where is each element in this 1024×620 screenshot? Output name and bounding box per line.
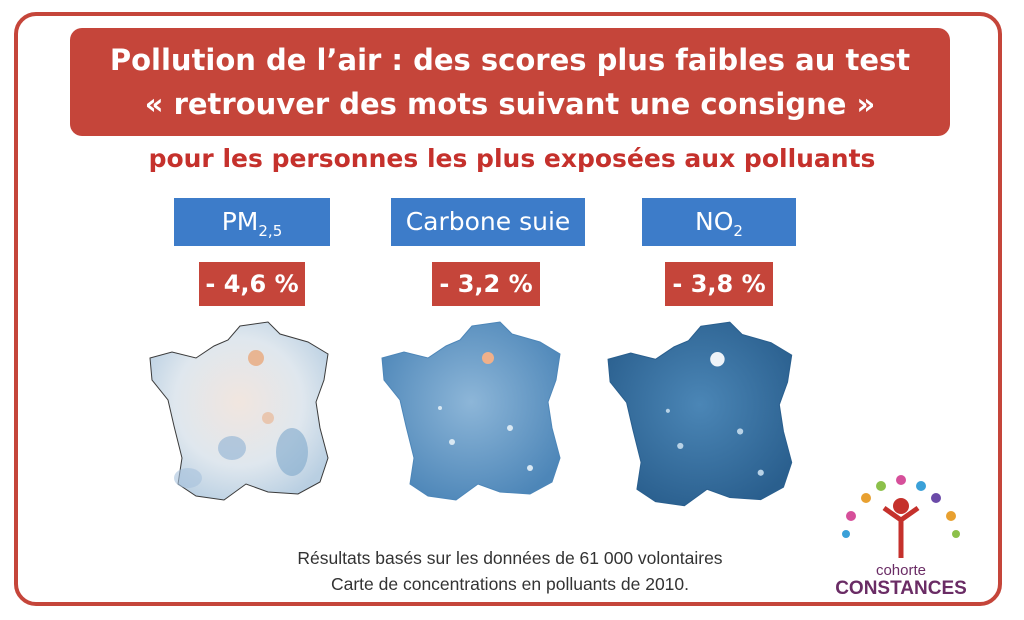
pct-pm25: - 4,6 % — [199, 262, 305, 306]
logo-text-cohorte: cohorte — [875, 562, 927, 579]
label-pm25-sub: 2,5 — [258, 222, 283, 240]
pct-no2: - 3,8 % — [665, 262, 773, 306]
outer-frame — [14, 12, 1002, 606]
title-line-2: « retrouver des mots suivant une consign… — [144, 87, 876, 121]
map-carbone-suie — [381, 321, 561, 501]
footer-line-2: Carte de concentrations en polluants de … — [330, 574, 690, 594]
logo-tree-icon — [842, 475, 960, 558]
title-banner: Pollution de l’air : des scores plus fai… — [70, 28, 950, 136]
footer: Résultats basés sur les données de 61 00… — [210, 545, 810, 597]
label-no2: NO2 — [642, 198, 796, 246]
footer-line-1: Résultats basés sur les données de 61 00… — [297, 548, 723, 568]
title-line-1: Pollution de l’air : des scores plus fai… — [109, 43, 911, 77]
label-carbone-main: Carbone suie — [405, 207, 571, 236]
map-no2 — [607, 321, 793, 507]
label-carbone-suie: Carbone suie — [391, 198, 585, 246]
label-no2-main: NO — [695, 207, 734, 236]
label-pm25: PM2,5 — [174, 198, 330, 246]
logo-text-constances: CONSTANCES — [835, 578, 967, 599]
subtitle: pour les personnes les plus exposées aux… — [148, 144, 876, 173]
label-no2-sub: 2 — [733, 222, 743, 240]
constances-logo: cohorte CONSTANCES — [826, 468, 976, 599]
map-pm25 — [149, 321, 329, 501]
pct-carbone-suie: - 3,2 % — [432, 262, 540, 306]
label-pm25-main: PM — [221, 207, 259, 236]
